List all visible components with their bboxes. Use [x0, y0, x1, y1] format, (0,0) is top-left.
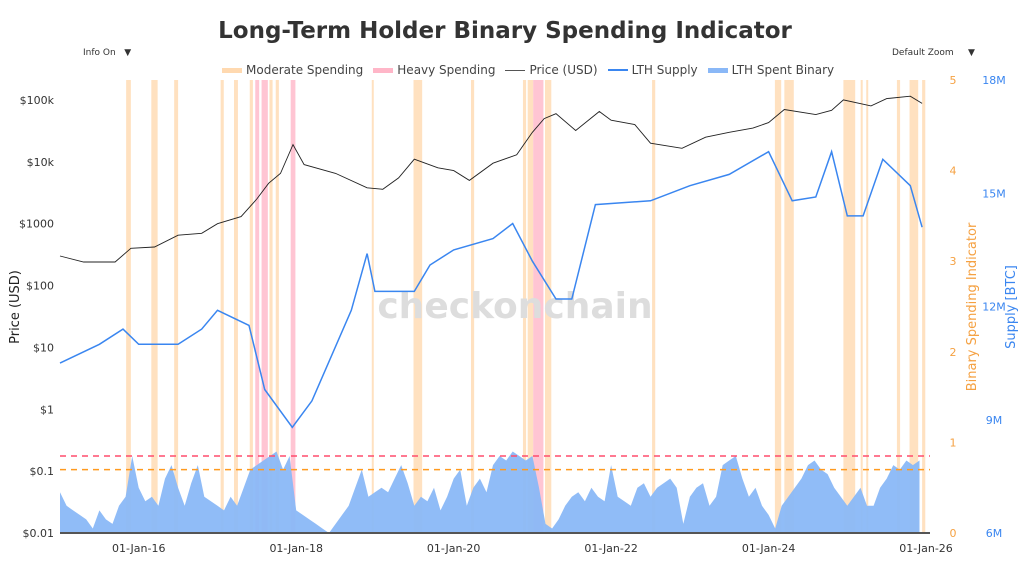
moderate-spending-band — [544, 80, 552, 533]
moderate-spending-band — [126, 80, 131, 533]
x-tick-label: 01-Jan-26 — [899, 542, 953, 555]
legend-label: Heavy Spending — [397, 63, 496, 77]
legend: Moderate Spending Heavy Spending Price (… — [222, 63, 838, 77]
moderate-spending-band — [922, 80, 926, 533]
legend-item-binary[interactable]: LTH Spent Binary — [707, 63, 835, 77]
lth-supply-line — [59, 149, 923, 429]
legend-label: LTH Spent Binary — [731, 63, 835, 77]
binary-axis-title: Binary Spending Indicator — [965, 222, 980, 391]
moderate-spending-band — [234, 80, 238, 533]
price-tick-label: $1000 — [19, 218, 54, 231]
moderate-spending-band — [249, 80, 253, 533]
chevron-down-icon: ▼ — [124, 48, 132, 58]
legend-label: Price (USD) — [529, 63, 598, 77]
legend-item-heavy[interactable]: Heavy Spending — [373, 63, 495, 77]
price-tick-label: $100 — [26, 280, 54, 293]
x-tick-label: 01-Jan-22 — [584, 542, 638, 555]
moderate-spending-band — [866, 80, 869, 533]
chevron-down-icon: ▼ — [968, 48, 975, 58]
price-tick-label: $1 — [40, 403, 54, 416]
moderate-spending-band — [151, 80, 158, 533]
info-label: Info On — [83, 48, 116, 58]
moderate-spending-band — [784, 80, 794, 533]
supply-axis-title: Supply [BTC] — [1004, 265, 1019, 349]
x-tick-label: 01-Jan-18 — [269, 542, 323, 555]
supply-tick-label: 6M — [986, 527, 1003, 540]
moderate-spending-band — [652, 80, 656, 533]
binary-tick-label: 3 — [950, 255, 957, 268]
lth-spent-binary-area — [60, 451, 920, 533]
x-tick-label: 01-Jan-24 — [742, 542, 796, 555]
moderate-spending-band — [522, 80, 527, 533]
heavy-spending-band — [261, 80, 268, 533]
price-line — [59, 95, 923, 263]
binary-tick-label: 2 — [950, 346, 957, 359]
heavy-spending-band — [255, 80, 260, 533]
binary-tick-label: 5 — [950, 74, 957, 87]
legend-label: LTH Supply — [631, 63, 698, 77]
legend-item-supply[interactable]: LTH Supply — [607, 63, 698, 77]
watermark: checkonchain — [377, 286, 652, 327]
moderate-spending-band — [275, 80, 279, 533]
supply-tick-label: 12M — [982, 301, 1006, 314]
legend-item-moderate[interactable]: Moderate Spending — [222, 63, 363, 77]
moderate-spending-band — [860, 80, 863, 533]
moderate-spending-band — [269, 80, 273, 533]
price-tick-label: $100k — [20, 94, 55, 107]
moderate-spending-band — [174, 80, 179, 533]
binary-tick-label: 4 — [950, 165, 957, 178]
binary-tick-label: 1 — [950, 436, 957, 449]
price-axis-title: Price (USD) — [8, 270, 23, 344]
moderate-spending-band — [896, 80, 901, 533]
price-tick-label: $10k — [27, 156, 55, 169]
heavy-spending-band — [533, 80, 544, 533]
supply-tick-label: 15M — [982, 187, 1006, 200]
price-tick-label: $10 — [33, 341, 54, 354]
moderate-spending-band — [774, 80, 782, 533]
price-tick-label: $0.1 — [30, 465, 55, 478]
legend-label: Moderate Spending — [246, 63, 364, 77]
moderate-spending-band — [413, 80, 423, 533]
x-tick-label: 01-Jan-20 — [427, 542, 481, 555]
price-tick-label: $0.01 — [23, 527, 55, 540]
moderate-spending-band — [909, 80, 919, 533]
moderate-spending-band — [371, 80, 374, 533]
moderate-spending-band — [470, 80, 475, 533]
binary-tick-label: 0 — [950, 527, 957, 540]
moderate-spending-band — [527, 80, 534, 533]
supply-tick-label: 18M — [982, 74, 1006, 87]
chart-title: Long-Term Holder Binary Spending Indicat… — [218, 18, 792, 44]
heavy-spending-band — [290, 80, 296, 533]
info-dropdown[interactable]: Info On ▼ — [75, 44, 140, 62]
moderate-spending-band — [843, 80, 856, 533]
x-tick-label: 01-Jan-16 — [112, 542, 166, 555]
zoom-dropdown[interactable]: Default Zoom ▼ — [884, 44, 983, 62]
legend-item-price[interactable]: Price (USD) — [505, 63, 598, 77]
moderate-spending-band — [220, 80, 224, 533]
zoom-label: Default Zoom — [892, 48, 954, 58]
supply-tick-label: 9M — [986, 414, 1003, 427]
